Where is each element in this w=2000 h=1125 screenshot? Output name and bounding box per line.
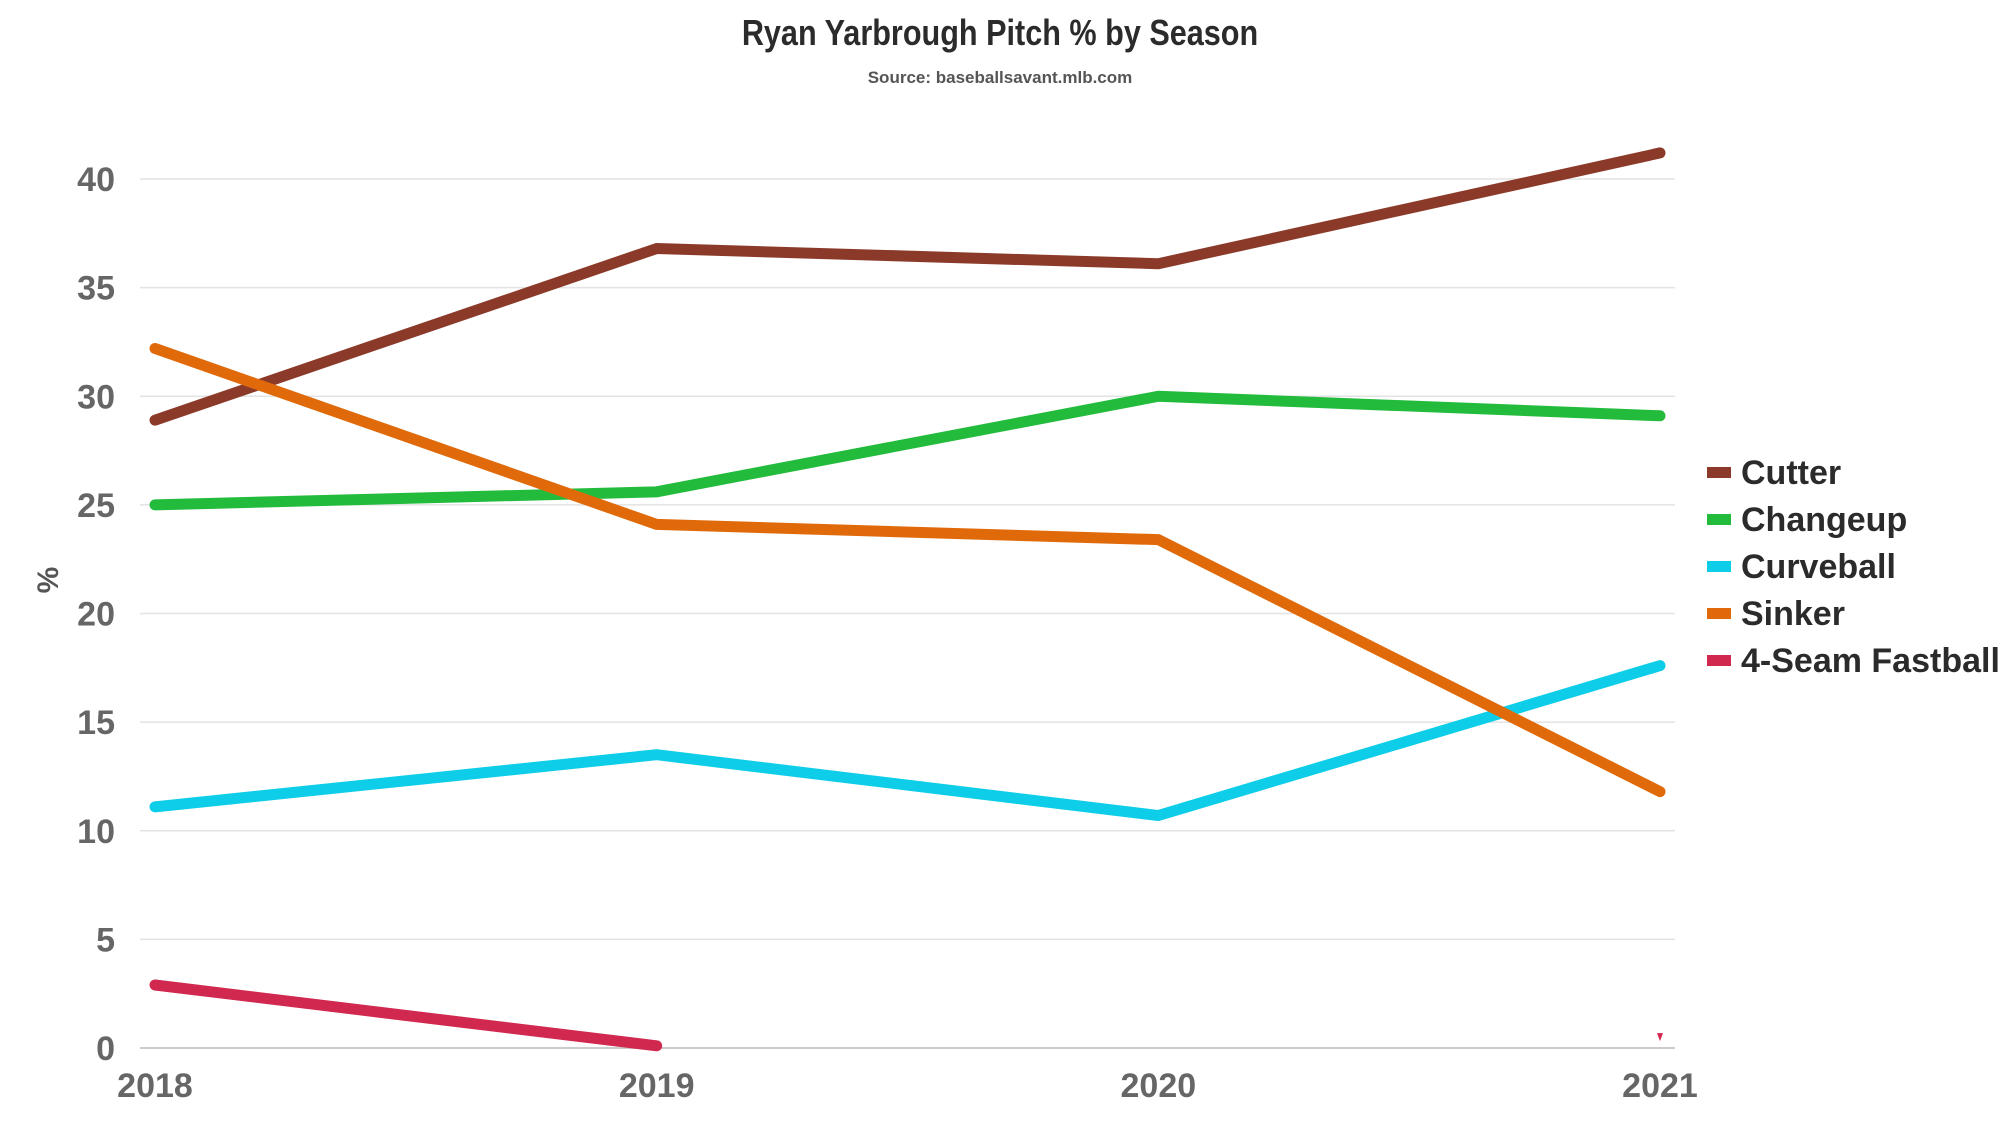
y-axis-ticks: 0 5 10 15 20 25 30 35 40 bbox=[77, 161, 115, 1068]
legend-label-sinker: Sinker bbox=[1741, 595, 1845, 633]
series-line-sinker bbox=[149, 342, 1666, 798]
chart-subtitle: Source: baseballsavant.mlb.com bbox=[867, 68, 1133, 87]
x-tick-label-2019: 2019 bbox=[619, 1067, 695, 1105]
series-lines bbox=[149, 147, 1666, 1052]
x-tick-label-2020: 2020 bbox=[1121, 1067, 1197, 1105]
legend-swatch-changeup bbox=[1707, 514, 1731, 525]
y-tick-label-35: 35 bbox=[77, 270, 115, 308]
legend: Cutter Changeup Curveball Sinker 4-Seam Fast… bbox=[1707, 454, 2000, 680]
x-axis-ticks: 2018 2019 2020 2021 bbox=[117, 1067, 1698, 1105]
legend-label-4-seam-fastball: 4-Seam Fastball bbox=[1741, 642, 2000, 680]
series-line-4-seam-fastball-0 bbox=[149, 979, 663, 1052]
x-tick-label-2021: 2021 bbox=[1622, 1067, 1698, 1105]
x-tick-label-2018: 2018 bbox=[117, 1067, 193, 1105]
legend-label-changeup: Changeup bbox=[1741, 501, 1907, 539]
chart-title: Ryan Yarbrough Pitch % by Season bbox=[741, 12, 1259, 53]
legend-swatch-4-seam-fastball bbox=[1707, 655, 1731, 666]
legend-label-curveball: Curveball bbox=[1741, 548, 1896, 586]
y-tick-label-25: 25 bbox=[77, 487, 115, 525]
y-tick-label-0: 0 bbox=[96, 1030, 115, 1068]
y-tick-label-15: 15 bbox=[77, 704, 115, 742]
legend-label-cutter: Cutter bbox=[1741, 454, 1841, 492]
legend-swatch-curveball bbox=[1707, 561, 1731, 572]
grid-lines bbox=[140, 178, 1675, 1049]
series-line-changeup bbox=[149, 390, 1666, 511]
y-axis-label: % bbox=[32, 567, 65, 594]
series-point-4-seam-fastball bbox=[1657, 1033, 1663, 1042]
series-line-cutter bbox=[149, 147, 1666, 426]
y-tick-label-30: 30 bbox=[77, 378, 115, 416]
y-tick-label-20: 20 bbox=[77, 596, 115, 634]
legend-swatch-cutter bbox=[1707, 467, 1731, 478]
y-tick-label-40: 40 bbox=[77, 161, 115, 199]
y-tick-label-10: 10 bbox=[77, 813, 115, 851]
y-tick-label-5: 5 bbox=[96, 921, 115, 959]
legend-swatch-sinker bbox=[1707, 608, 1731, 619]
series-line-curveball bbox=[149, 660, 1666, 822]
